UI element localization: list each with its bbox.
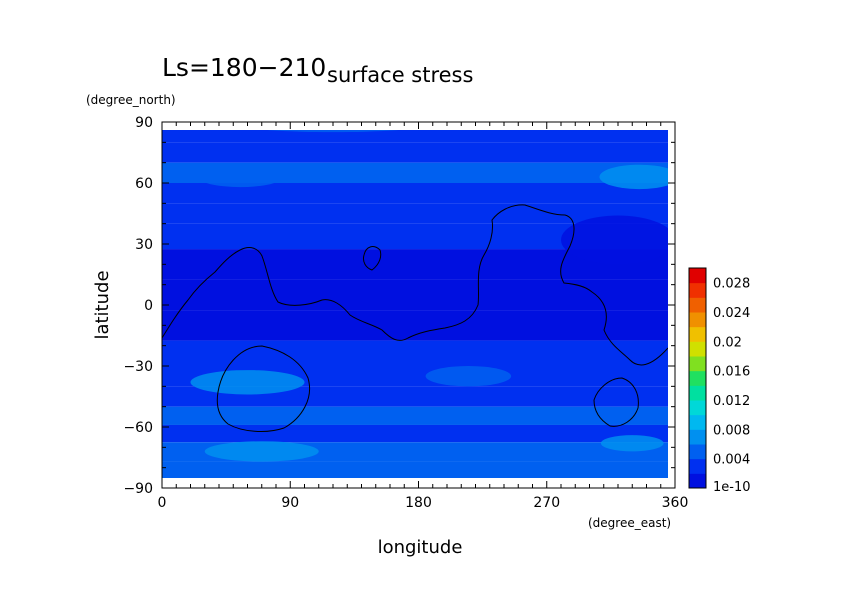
colorbar-segment	[689, 297, 706, 313]
colorbar-segment	[689, 268, 706, 284]
heatmap-band	[162, 340, 668, 366]
contour-line	[216, 345, 310, 432]
x-tick-label: 90	[281, 495, 299, 511]
y-axis-label: latitude	[92, 270, 113, 339]
x-tick-label: 0	[158, 495, 167, 511]
colorbar-segment	[689, 429, 706, 445]
colorbar-tick-label: 0.028	[713, 277, 750, 292]
heatmap-highlight	[267, 130, 399, 133]
topography-contours	[162, 204, 668, 432]
heatmap-highlight	[197, 166, 284, 188]
heatmap-band	[162, 461, 668, 478]
heatmap-highlight	[204, 441, 319, 462]
colorbar-segment	[689, 312, 706, 328]
y-tick-label: 60	[135, 176, 153, 192]
heatmap-band	[162, 386, 668, 407]
heatmap-highlight	[190, 370, 305, 395]
colorbar: 0.004 0.008 0.012 0.016 0.02 0.024 0.028 1e-10	[688, 267, 751, 495]
heatmap-band	[162, 424, 668, 443]
colorbar-tick-label: 0.012	[713, 394, 750, 409]
y-tick-label: −60	[123, 420, 153, 436]
colorbar-segment	[689, 400, 706, 416]
colorbar-tick-label: 0.016	[713, 365, 750, 380]
colorbar-segment	[689, 326, 706, 342]
heatmap-band	[162, 310, 668, 341]
colorbar-tick-label: 0.004	[713, 453, 750, 468]
y-tick-label: 0	[144, 298, 153, 314]
heatmap-highlight	[425, 366, 512, 387]
heatmap-band	[162, 279, 668, 311]
colorbar-segment	[689, 444, 706, 460]
heatmap-highlight	[599, 164, 668, 190]
y-tick-label: 90	[135, 115, 153, 131]
y-tick-label: −90	[123, 481, 153, 497]
colorbar-tick-label: 0.02	[713, 335, 742, 350]
colorbar-segment	[689, 385, 706, 401]
colorbar-segment	[689, 356, 706, 372]
contour-line	[363, 246, 382, 271]
heatmap-highlight	[561, 215, 668, 265]
x-tick-label: 360	[662, 495, 689, 511]
x-tick-label: 180	[405, 495, 432, 511]
x-axis-units: (degree_east)	[588, 516, 671, 530]
chart-title-prefix: Ls=180−210	[162, 53, 326, 82]
colorbar-segment	[689, 414, 706, 430]
heatmap-band	[162, 130, 668, 143]
colorbar-segment	[689, 458, 706, 474]
colorbar-segment	[689, 341, 706, 357]
heatmap-band	[162, 162, 668, 183]
y-tick-label: −30	[123, 359, 153, 375]
colorbar-min-label: 1e-10	[713, 480, 751, 495]
chart-title-main: surface stress	[327, 63, 473, 87]
heatmap-highlight	[600, 435, 664, 452]
colorbar-frame	[688, 267, 707, 489]
x-axis-label: longitude	[378, 537, 463, 558]
colorbar-segment	[689, 282, 706, 298]
colorbar-tick-label: 0.008	[713, 423, 750, 438]
heatmap-band	[162, 142, 668, 163]
heatmap-band	[162, 183, 668, 204]
heatmap-band	[162, 203, 668, 224]
contour-line	[162, 204, 668, 366]
x-tick-label: 270	[533, 495, 560, 511]
colorbar-tick-label: 0.024	[713, 306, 750, 321]
y-tick-label: 30	[135, 237, 153, 253]
contour-line	[593, 377, 639, 427]
colorbar-segment	[689, 370, 706, 386]
colorbar-segment	[689, 473, 706, 489]
heatmap-band	[162, 406, 668, 425]
tick-labels: 0 90 180 270 360 90 60 30 0 −30 −60 −90	[123, 115, 688, 511]
y-axis-units: (degree_north)	[86, 93, 176, 107]
axis-ticks	[161, 121, 676, 489]
